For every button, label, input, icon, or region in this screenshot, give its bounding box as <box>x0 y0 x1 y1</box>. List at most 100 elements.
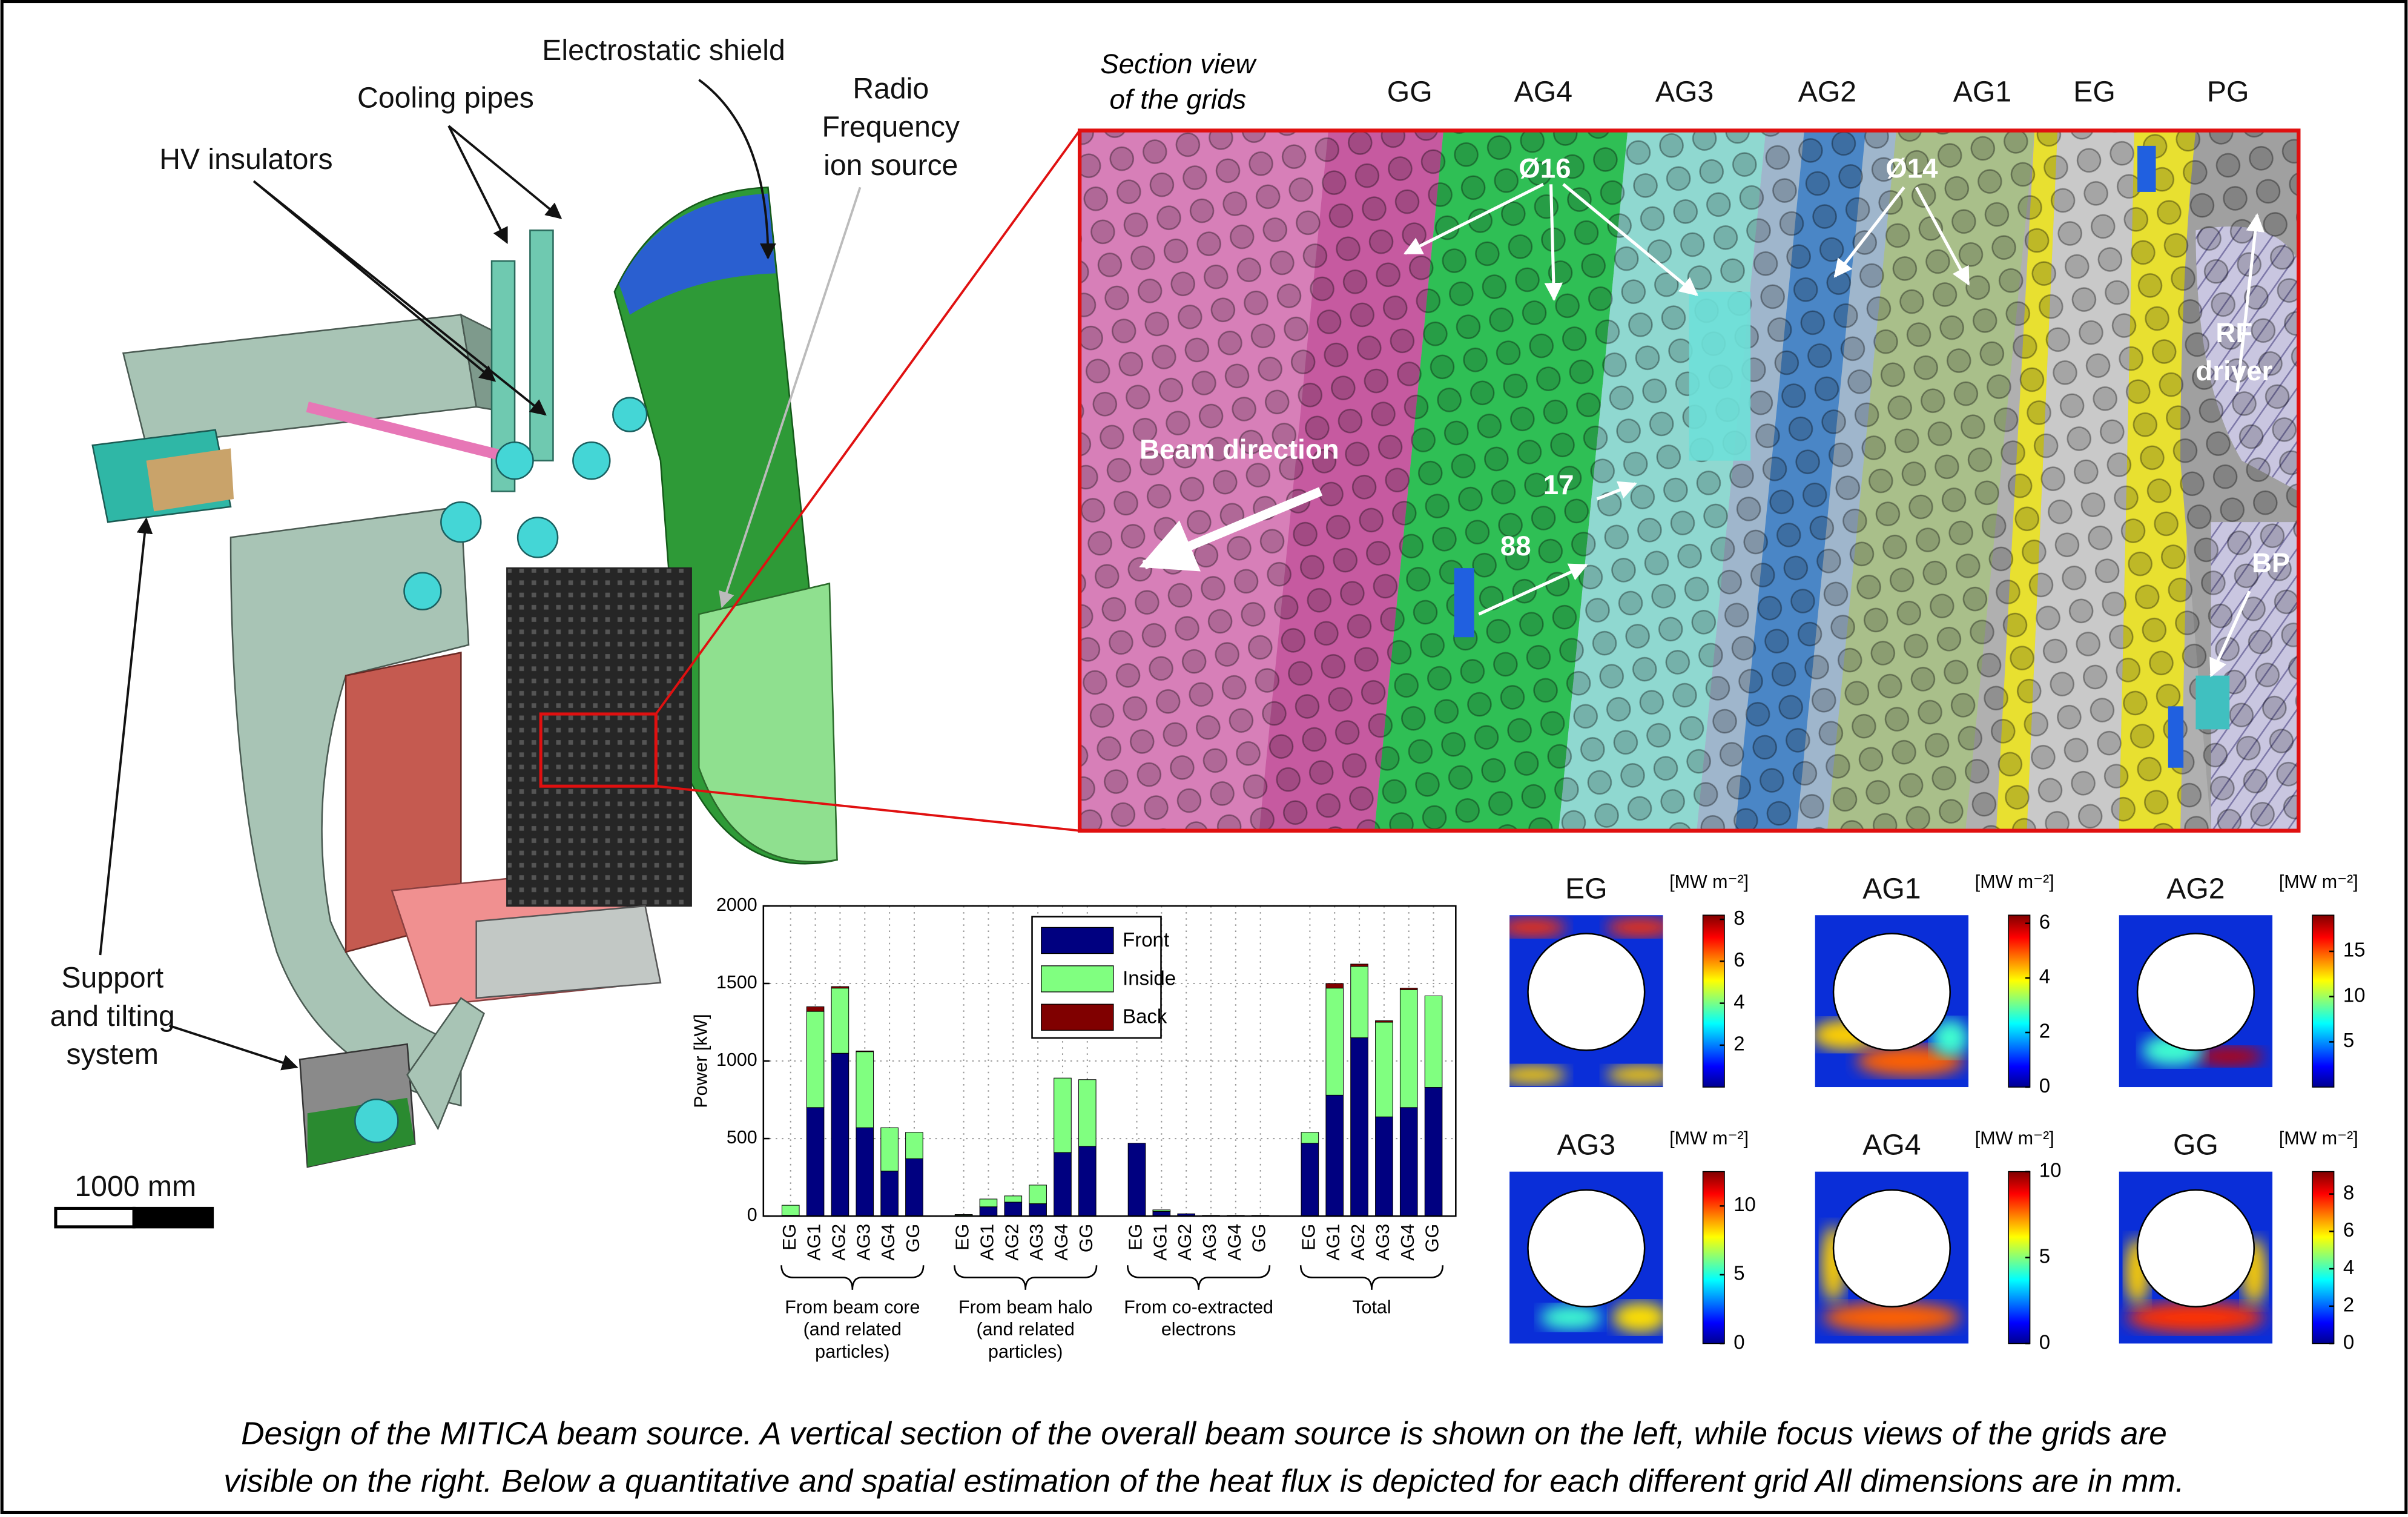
bar-segment <box>831 987 849 988</box>
x-tick-label: GG <box>903 1224 923 1252</box>
bar-segment <box>906 1132 923 1159</box>
colorbar <box>1703 915 1724 1087</box>
x-tick-label: EG <box>1126 1224 1146 1251</box>
heat-map <box>2119 915 2273 1087</box>
map-title: GG <box>2173 1129 2218 1162</box>
bar-segment <box>831 988 849 1054</box>
colorbar-tick-label: 8 <box>1733 907 1744 929</box>
bar-segment <box>1079 1080 1097 1146</box>
bar-segment <box>1351 967 1368 1038</box>
map-title: AG3 <box>1557 1129 1615 1162</box>
circle-shape <box>404 573 441 610</box>
path-shape <box>530 230 553 460</box>
colorbar-tick-label: 10 <box>1733 1193 1756 1215</box>
bar-segment <box>856 1052 874 1128</box>
section-title: Section view <box>1100 48 1257 79</box>
legend-swatch <box>1041 927 1113 953</box>
bar-segment <box>856 1128 874 1216</box>
map-unit: [MW m⁻²] <box>1975 1128 2054 1148</box>
rect-shape <box>56 1208 134 1226</box>
legend-label: Front <box>1123 928 1169 951</box>
page: MITICA beam source { "figure": { "assemb… <box>0 0 2408 1514</box>
colorbar-tick-label: 5 <box>1733 1262 1744 1284</box>
group-label: particles) <box>988 1341 1063 1362</box>
rect-shape <box>2137 146 2156 192</box>
colorbar <box>2008 915 2030 1087</box>
y-tick-label: 1500 <box>716 972 757 993</box>
group-label: (and related <box>977 1319 1075 1340</box>
x-tick-label: AG2 <box>1175 1224 1195 1261</box>
aperture <box>2137 934 2254 1051</box>
x-tick-label: AG2 <box>1001 1224 1022 1261</box>
colorbar-tick-label: 0 <box>2039 1330 2050 1353</box>
y-tick-label: 0 <box>747 1205 757 1225</box>
bar-segment <box>1400 990 1417 1108</box>
x-tick-label: AG2 <box>1348 1224 1368 1261</box>
hot-spot <box>1540 1305 1601 1330</box>
x-tick-label: GG <box>1249 1224 1270 1252</box>
bar-segment <box>1326 1095 1344 1216</box>
bar-segment <box>881 1171 899 1216</box>
colorbar-tick-label: 6 <box>1733 948 1744 971</box>
map-title: EG <box>1565 872 1608 905</box>
circle-shape <box>613 398 647 432</box>
map-unit: [MW m⁻²] <box>1669 871 1749 892</box>
map-unit: [MW m⁻²] <box>2279 1128 2358 1148</box>
rect-shape <box>1080 131 2298 831</box>
colorbar-tick-label: 4 <box>2039 965 2050 988</box>
bar-segment <box>881 1128 899 1171</box>
group-label: From co-extracted <box>1124 1297 1273 1317</box>
colorbar-tick-label: 6 <box>2343 1218 2354 1241</box>
bar-segment <box>782 1205 799 1215</box>
aperture <box>1528 1190 1644 1307</box>
heat-map <box>1815 1172 1969 1344</box>
rect-shape <box>1454 568 1474 637</box>
bar-segment <box>831 1053 849 1216</box>
rect-shape <box>2168 706 2183 767</box>
x-tick-label: AG4 <box>1224 1224 1245 1261</box>
x-tick-label: EG <box>952 1224 973 1251</box>
callout: BP <box>2252 547 2290 578</box>
map-title: AG4 <box>1862 1129 1921 1162</box>
bar-segment <box>1326 983 1344 988</box>
section <box>1080 131 2298 831</box>
x-tick-label: AG4 <box>1051 1224 1072 1261</box>
bar-segment <box>906 1158 923 1216</box>
bar-segment <box>1425 1088 1442 1217</box>
hot-spot <box>1612 1302 1667 1333</box>
x-tick-label: EG <box>779 1224 800 1251</box>
circle-shape <box>441 502 481 542</box>
colorbar-tick-label: 0 <box>1733 1330 1744 1353</box>
map-title: AG2 <box>2166 872 2225 905</box>
x-tick-label: AG3 <box>853 1224 874 1261</box>
y-tick-label: 500 <box>727 1127 757 1148</box>
x-tick-label: AG2 <box>828 1224 849 1261</box>
map-unit: [MW m⁻²] <box>2279 871 2358 892</box>
label: Electrostatic shield <box>542 34 785 67</box>
colorbar-tick-label: 6 <box>2039 910 2050 933</box>
heat-map <box>2119 1172 2273 1344</box>
figure: Electrostatic shield Cooling pipes HV in… <box>0 0 2408 1514</box>
bar-segment <box>1029 1185 1047 1204</box>
rect-shape <box>1689 292 1750 461</box>
colorbar <box>2312 915 2334 1087</box>
scale-label: 1000 mm <box>74 1170 196 1203</box>
colorbar-tick-label: 5 <box>2039 1244 2050 1267</box>
x-tick-label: EG <box>1298 1224 1319 1251</box>
label: and tilting <box>50 1000 175 1033</box>
bar-segment <box>1079 1146 1097 1216</box>
caption: Design of the MITICA beam source. A vert… <box>241 1416 2167 1452</box>
group-label: particles) <box>815 1341 889 1362</box>
bar-segment <box>980 1207 997 1216</box>
legend-label: Inside <box>1123 967 1176 989</box>
grid-name: AG3 <box>1655 75 1714 108</box>
body: Electrostatic shield Cooling pipes HV in… <box>0 0 2408 1514</box>
bar-segment <box>807 1108 824 1216</box>
legend-swatch <box>1041 966 1113 992</box>
callout: Beam direction <box>1140 434 1339 464</box>
circle-shape <box>496 442 533 479</box>
map-unit: [MW m⁻²] <box>1669 1128 1749 1148</box>
colorbar-tick-label: 4 <box>2343 1256 2354 1278</box>
colorbar-tick-label: 10 <box>2343 983 2366 1006</box>
x-tick-label: AG4 <box>1397 1224 1418 1261</box>
